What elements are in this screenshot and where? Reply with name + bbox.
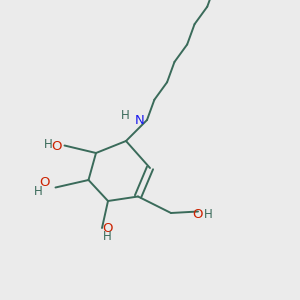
Text: H: H [44, 138, 53, 152]
Text: N: N [135, 114, 145, 128]
Text: O: O [192, 208, 203, 221]
Text: H: H [204, 208, 213, 221]
Text: O: O [39, 176, 50, 189]
Text: H: H [34, 184, 43, 198]
Text: O: O [102, 222, 113, 236]
Text: H: H [121, 109, 130, 122]
Text: H: H [103, 230, 112, 244]
Text: O: O [52, 140, 62, 154]
